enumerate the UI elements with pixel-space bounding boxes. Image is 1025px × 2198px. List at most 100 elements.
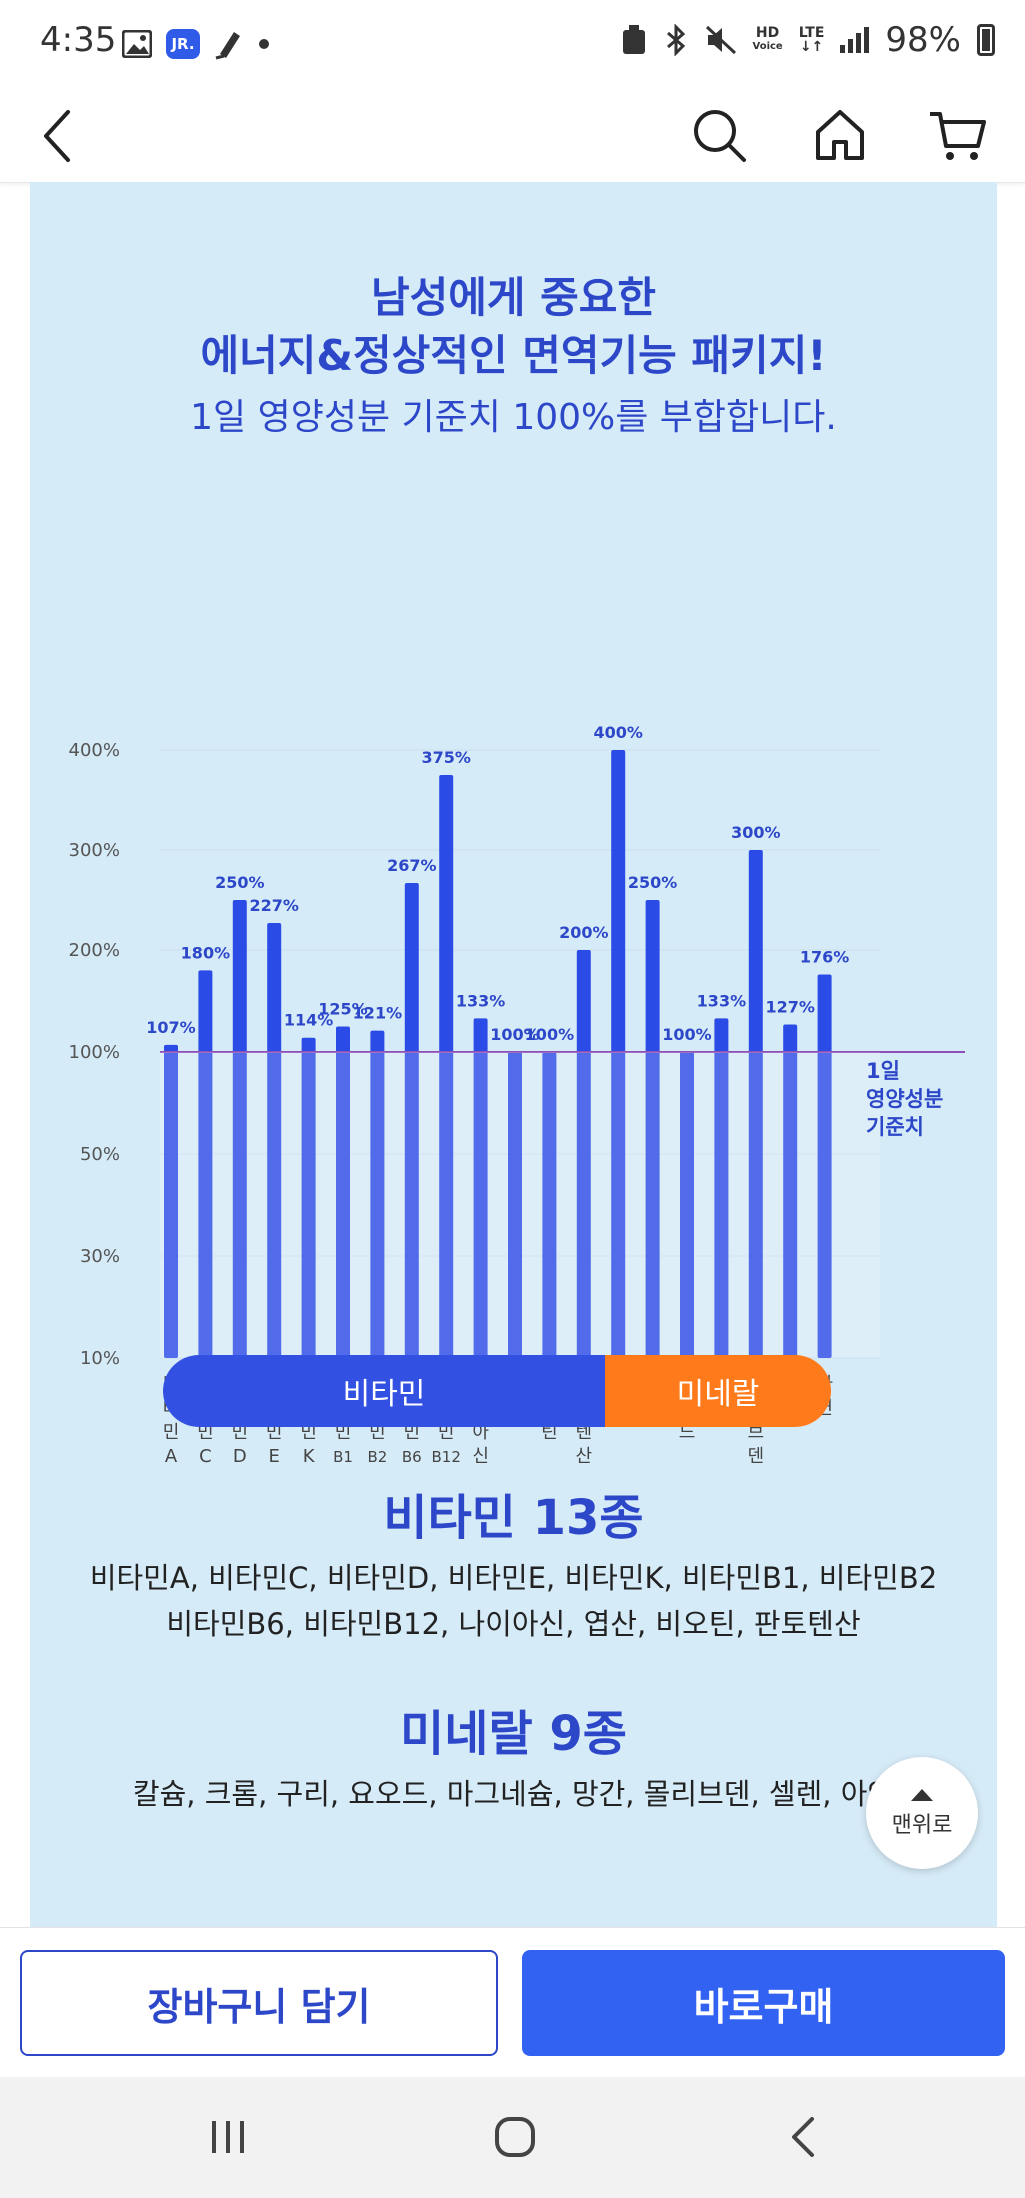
bluetooth-icon [666,24,685,56]
category-label: 민 [232,1422,249,1443]
bar-value-label: 180% [181,943,230,962]
bar-value-label: 133% [456,991,505,1010]
jr-app-icon: JR. [166,29,200,59]
legend-vitamin: 비타민 [163,1355,605,1427]
bar-value-label: 114% [284,1011,333,1030]
category-label: 드 [679,1422,696,1443]
headline-line-3: 1일 영양성분 기준치 100%를 부합합니다. [190,397,837,438]
category-label: 민 [404,1422,421,1443]
bar-value-label: 250% [628,873,677,892]
chart-bar [267,923,282,1358]
bar-value-label: 100% [662,1025,711,1044]
chart-bar [336,1026,350,1358]
chart-bar [508,1052,522,1358]
vitamins-title: 비타민 13종 [383,1490,644,1546]
category-label: 민 [369,1422,386,1443]
scroll-top-button[interactable]: 맨위로 [866,1757,978,1869]
search-button[interactable] [680,96,760,176]
bar-value-label: 227% [249,896,298,915]
caret-up-icon [911,1789,933,1801]
y-tick-label: 50% [80,1144,120,1165]
category-label: 민 [163,1422,180,1443]
category-label: B1 [333,1448,353,1466]
system-back-button[interactable] [753,2097,853,2177]
bar-value-label: 267% [387,856,436,875]
reference-band [160,1052,880,1358]
status-time: 4:35 [40,20,117,60]
mute-icon [705,25,736,55]
headline-line-2: 에너지&정상적인 면역기능 패키지! [200,331,827,380]
minerals-title: 미네랄 9종 [400,1706,627,1762]
pen-icon [215,32,240,60]
y-tick-label: 300% [69,840,120,861]
category-label: B12 [432,1448,461,1466]
chart-bar [370,1030,385,1358]
category-label: A [165,1446,178,1467]
chart-bar [473,1018,488,1358]
buy-now-button[interactable]: 바로구매 [522,1950,1005,2056]
chart-bar [783,1024,798,1358]
back-icon [44,110,70,162]
bar-value-label: 100% [490,1025,539,1044]
chart-bar [164,1044,178,1358]
battery-percent: 98% [885,20,961,60]
home-button[interactable] [800,96,880,176]
home-icon [816,110,864,160]
category-label: 틴 [541,1422,558,1443]
category-label: 덴 [748,1446,765,1467]
recent-apps-icon [212,2121,244,2153]
back-button[interactable] [18,96,98,176]
bar-value-label: 176% [800,947,849,966]
minerals-list: 칼슘, 크롬, 구리, 요오드, 마그네슘, 망간, 몰리브덴, 셀렌, 아연 [132,1777,895,1811]
recent-apps-button[interactable] [178,2097,278,2177]
category-label: 신 [472,1446,489,1467]
recycle-icon [622,25,645,54]
category-label: K [303,1446,316,1467]
bar-value-label: 200% [559,923,608,942]
cart-button[interactable] [918,96,998,176]
category-label: 민 [300,1422,317,1443]
category-label: 브 [748,1422,765,1443]
category-label: D [233,1446,247,1467]
bar-value-label: 127% [765,997,814,1016]
battery-icon [977,24,995,56]
hd-voice-indicator: HD Voice [752,25,783,52]
chart-bar [645,900,660,1358]
reference-line-label: 기준치 [866,1115,924,1139]
dot-icon [259,39,269,49]
product-detail-image: 남성에게 중요한 에너지&정상적인 면역기능 패키지! 1일 영양성분 기준치 … [30,182,997,1927]
lte-indicator: LTE ↓↑ [798,25,825,55]
y-tick-label: 400% [69,740,120,761]
legend-pill: 비타민 미네랄 [163,1355,831,1427]
category-label: B6 [402,1448,422,1466]
chart-bar [232,900,247,1358]
bar-value-label: 375% [421,748,470,767]
category-label: 민 [335,1422,352,1443]
category-label: 민 [197,1422,214,1443]
category-label: B2 [367,1448,387,1466]
reference-line-label: 1일 [866,1059,900,1083]
bar-value-label: 125% [318,1000,367,1019]
gallery-icon [122,30,152,58]
chart-bar [301,1037,316,1358]
vitamins-list-line-1: 비타민A, 비타민C, 비타민D, 비타민E, 비타민K, 비타민B1, 비타민… [89,1561,938,1595]
add-to-cart-button[interactable]: 장바구니 담기 [20,1950,498,2056]
chart-bar [198,970,213,1358]
status-left-icons: JR. [122,24,270,64]
purchase-bar: 장바구니 담기 바로구매 [0,1927,1025,2078]
nutrient-bar-chart: 400% 300% 200% 100% 50% 30% 10% 107% 비타민 A 180% 비타민… [69,723,965,1467]
bar-value-label: 133% [697,991,746,1010]
bar-value-label: 100% [525,1025,574,1044]
legend-mineral: 미네랄 [605,1355,831,1427]
y-tick-label: 10% [80,1348,120,1369]
bar-value-label: 300% [731,823,780,842]
chart-bar [748,850,763,1358]
category-label: E [269,1446,280,1467]
scroll-top-label: 맨위로 [891,1813,953,1838]
category-label: 산 [576,1446,593,1467]
system-home-button[interactable] [465,2097,565,2177]
bar-value-label: 400% [593,723,642,742]
bar-value-label: 250% [215,873,264,892]
status-right-icons: HD Voice LTE ↓↑ 98% [621,20,995,60]
bar-value-label: 107% [146,1018,195,1037]
